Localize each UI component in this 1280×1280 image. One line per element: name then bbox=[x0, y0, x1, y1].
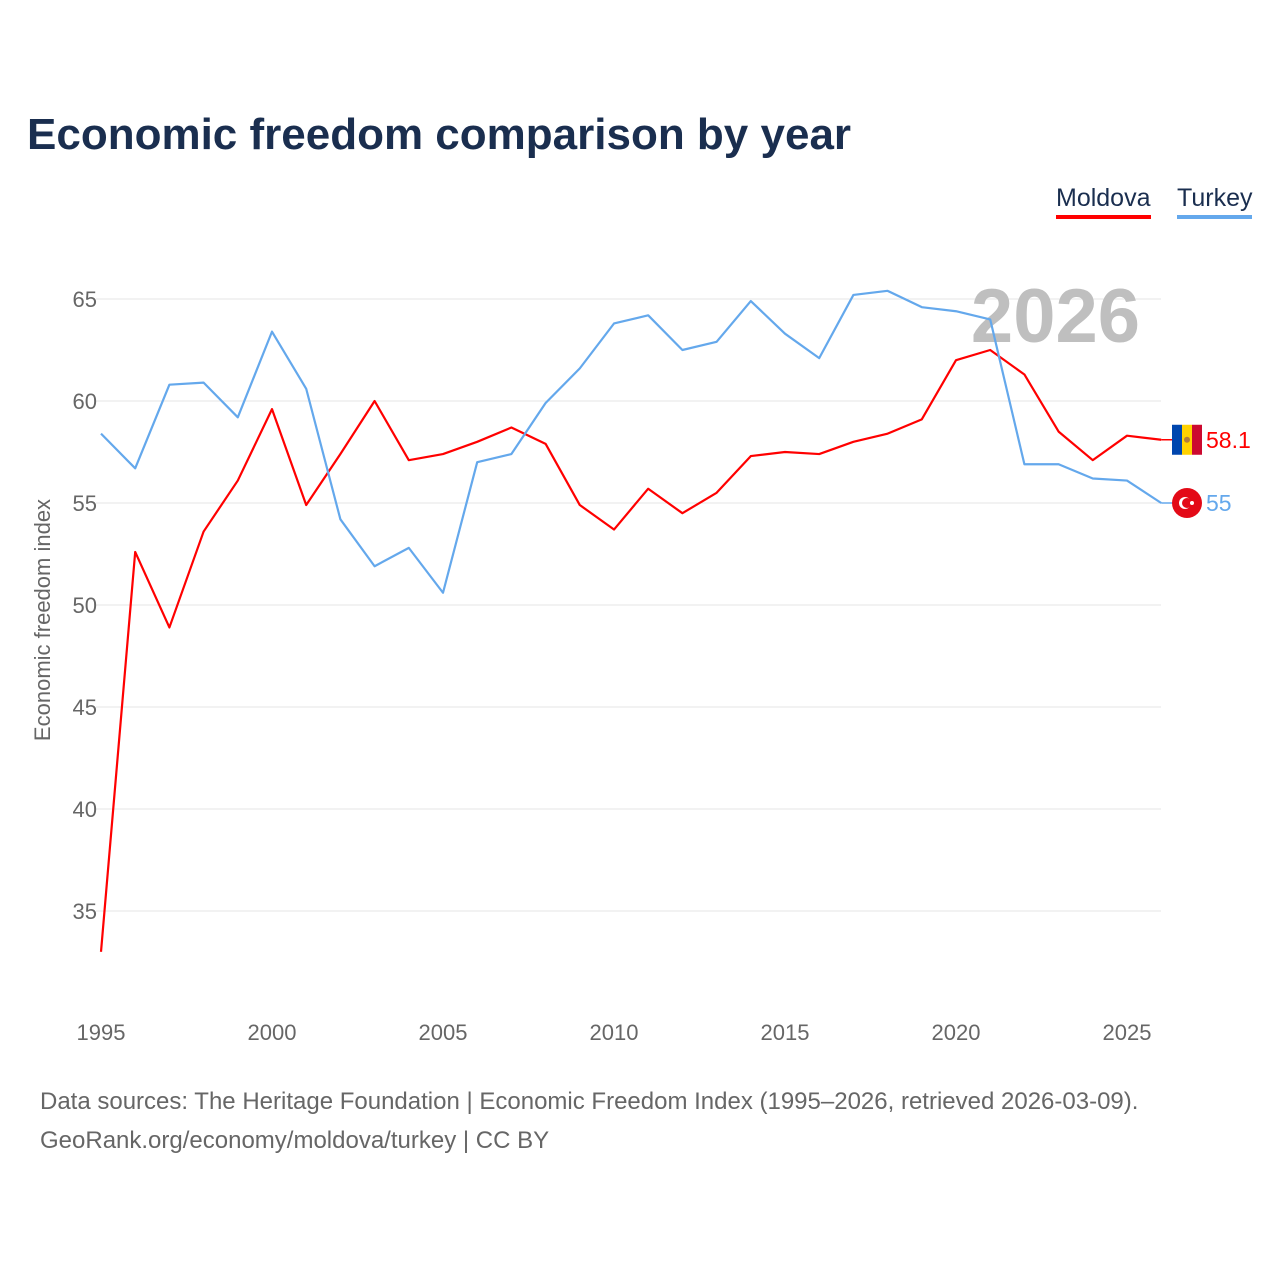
x-tick-label: 2005 bbox=[419, 1020, 468, 1045]
x-tick-label: 2015 bbox=[761, 1020, 810, 1045]
x-tick-label: 2000 bbox=[248, 1020, 297, 1045]
flag-turkey-crescent-icon bbox=[1182, 498, 1192, 508]
end-value-label-turkey: 55 bbox=[1206, 490, 1232, 516]
line-chart: 35 40 45 50 55 60 65 1995 2000 2005 2010 2015 2020 20… bbox=[30, 274, 1251, 1045]
flag-moldova-emblem-icon bbox=[1184, 436, 1190, 443]
year-watermark: 2026 bbox=[971, 274, 1140, 359]
footer-attribution: GeoRank.org/economy/moldova/turkey | CC … bbox=[40, 1127, 550, 1154]
y-tick-label: 40 bbox=[73, 797, 97, 822]
end-value-label-moldova: 58.1 bbox=[1206, 427, 1251, 453]
x-tick-label: 2010 bbox=[590, 1020, 639, 1045]
legend-turkey[interactable]: Turkey bbox=[1177, 184, 1253, 219]
y-tick-label: 50 bbox=[73, 593, 97, 618]
y-tick-label: 45 bbox=[73, 695, 97, 720]
footer-sources: Data sources: The Heritage Foundation | … bbox=[40, 1088, 1139, 1115]
chart-title: Economic freedom comparison by year bbox=[27, 110, 852, 159]
legend-moldova[interactable]: Moldova bbox=[1056, 184, 1151, 219]
series-line-moldova bbox=[99, 348, 1162, 952]
y-tick-label: 35 bbox=[73, 899, 97, 924]
flag-turkey-star-icon bbox=[1190, 501, 1194, 505]
y-tick-label: 60 bbox=[73, 389, 97, 414]
y-axis-label: Economic freedom index bbox=[30, 499, 55, 741]
x-tick-label: 2025 bbox=[1103, 1020, 1152, 1045]
y-tick-label: 55 bbox=[73, 491, 97, 516]
flag-moldova-icon bbox=[1172, 424, 1182, 455]
y-tick-label: 65 bbox=[73, 287, 97, 312]
series-line-turkey bbox=[100, 289, 1162, 594]
flag-moldova-icon bbox=[1192, 424, 1202, 455]
x-tick-label: 2020 bbox=[932, 1020, 981, 1045]
x-tick-label: 1995 bbox=[77, 1020, 126, 1045]
